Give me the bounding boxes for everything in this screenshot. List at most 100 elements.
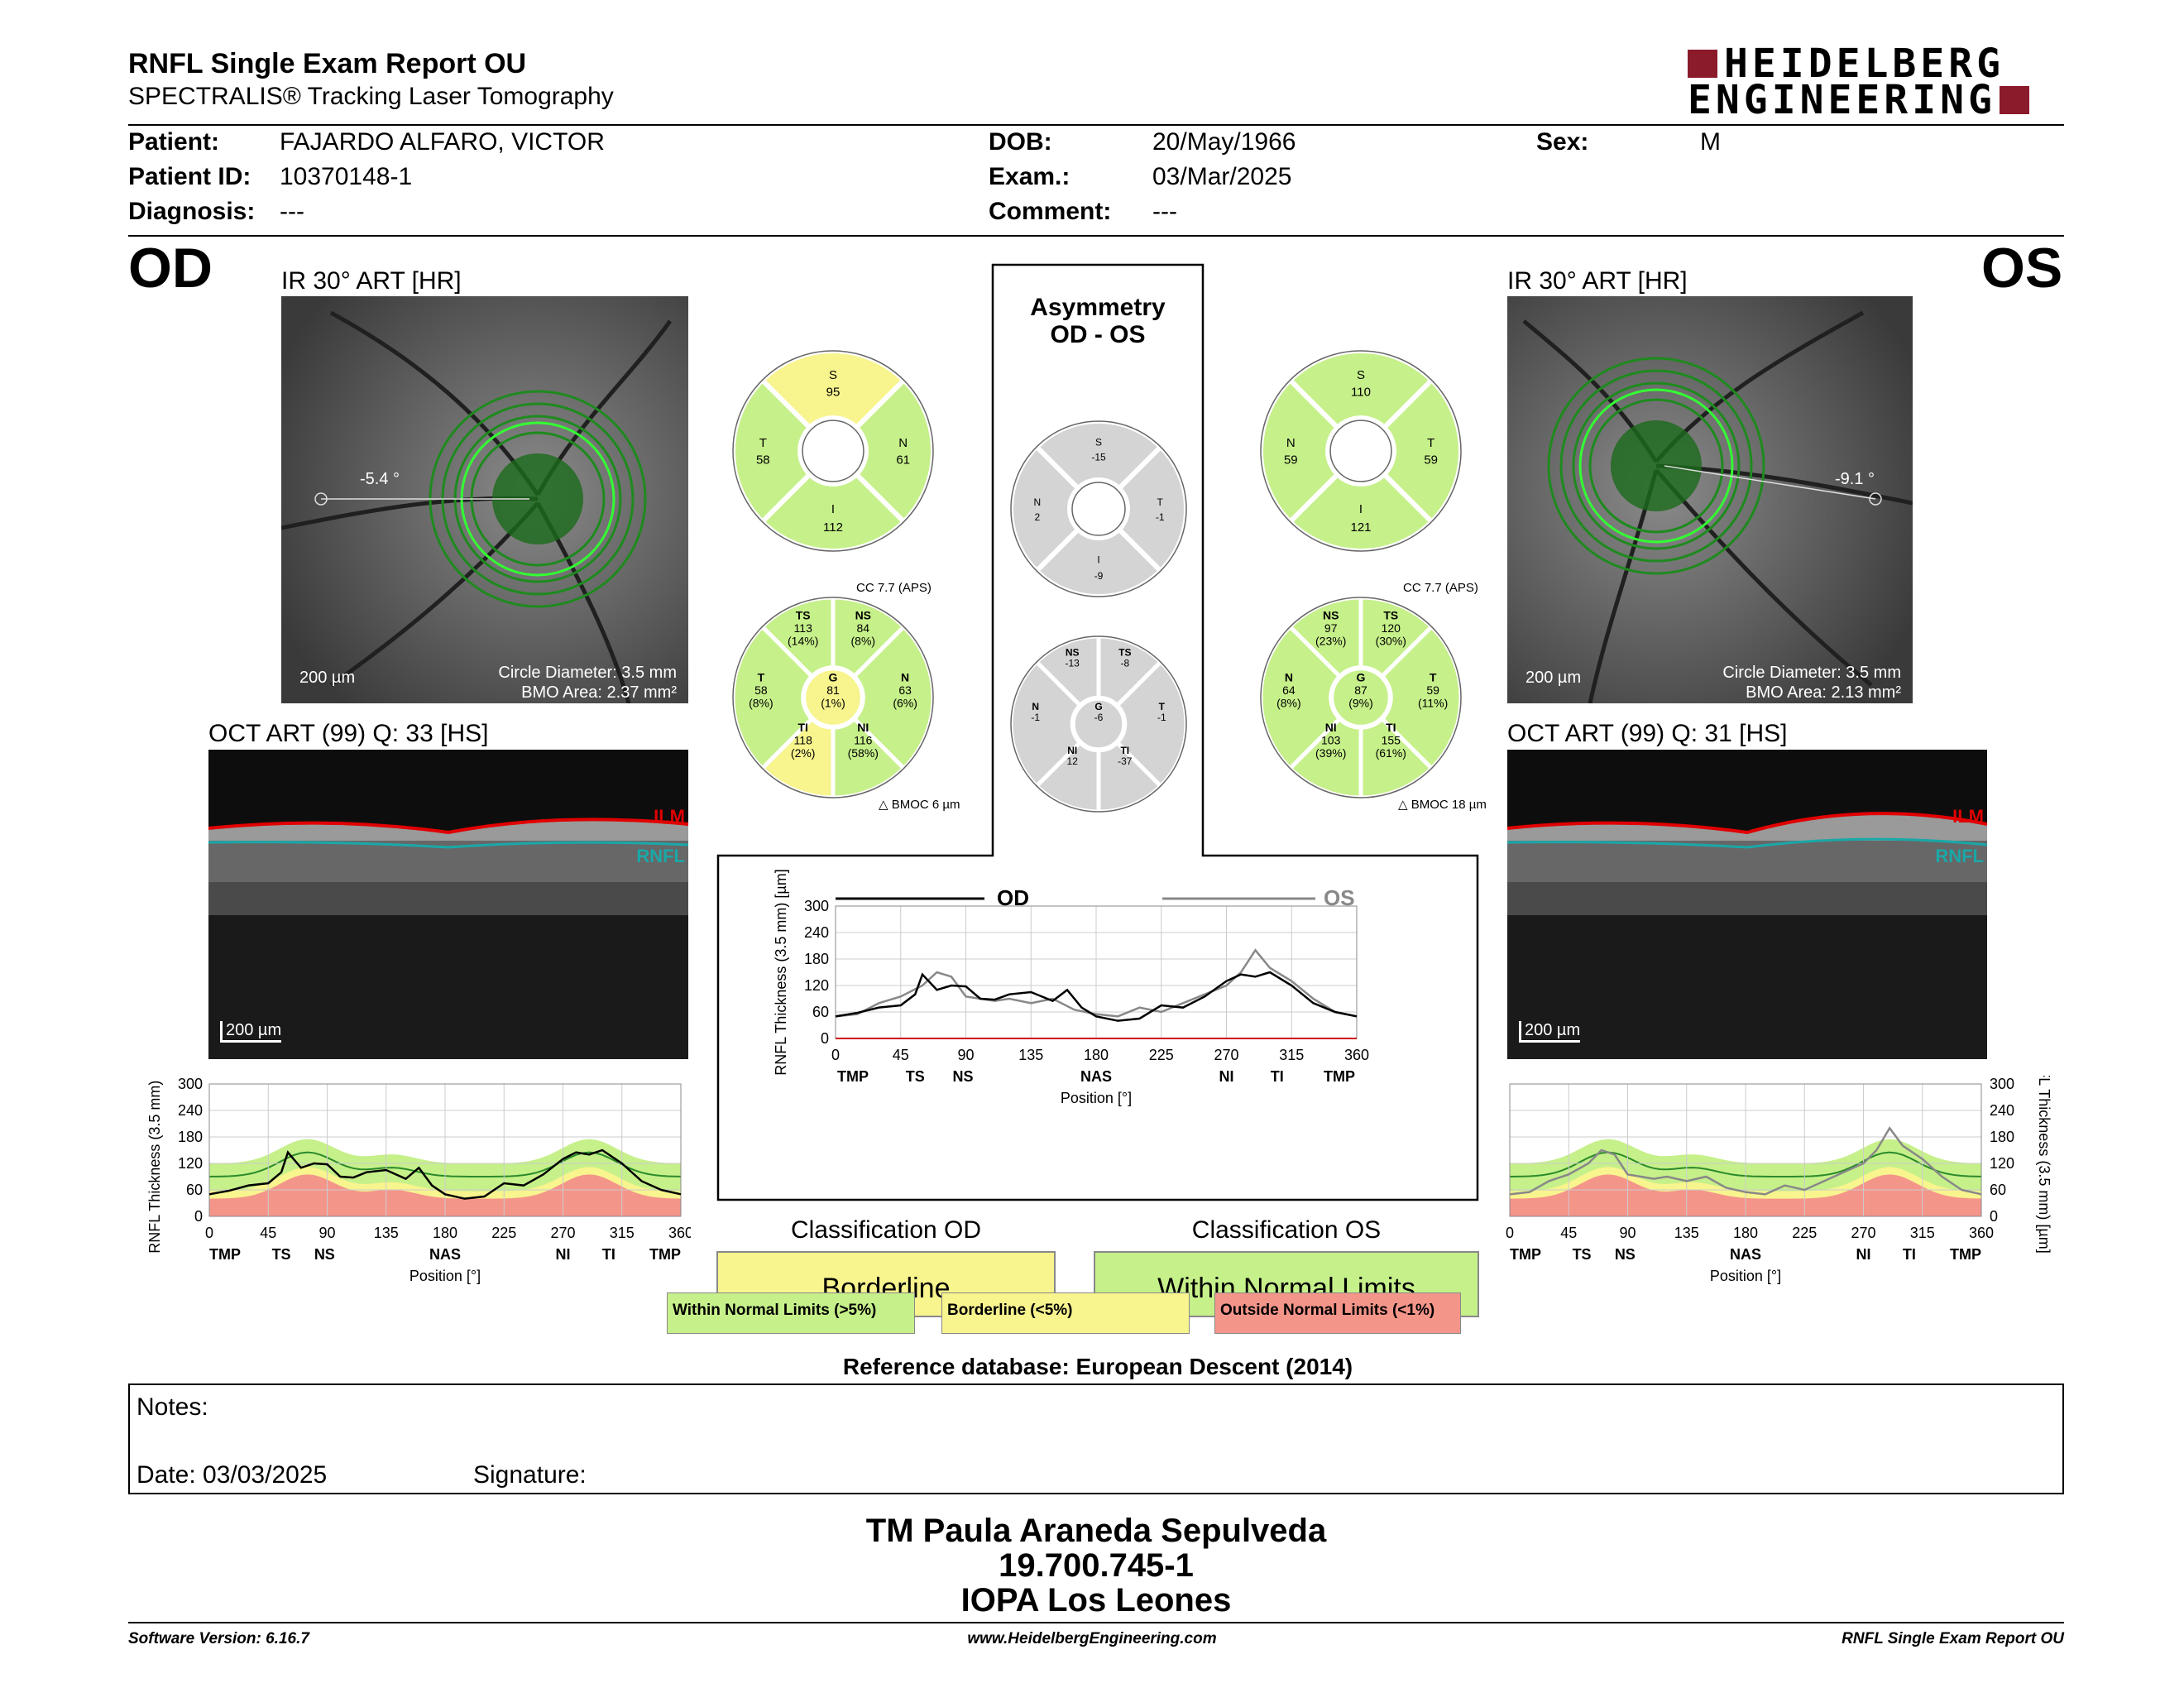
logo-line1: HEIDELBERG [1724, 41, 2004, 87]
y-tick-label: 300 [178, 1076, 203, 1092]
y-tick-label: 60 [1990, 1182, 2006, 1198]
os-ts-pct: (30%) [1376, 634, 1406, 647]
od-rnfl-label: RNFL [636, 846, 685, 866]
asym-ti-label: TI [1120, 745, 1129, 756]
os-profile-chart: 0 60 120 180 240 300 0 45 90 135 180 225 270 315 360 TM… [1502, 1047, 2056, 1316]
os-compare-line [835, 948, 1358, 1018]
y-tick-label: 0 [1990, 1208, 1998, 1225]
os-circle-diameter: Circle Diameter: 3.5 mm [1722, 664, 1901, 682]
y-tick-label: 60 [812, 1004, 829, 1020]
os-s-label: S [1357, 368, 1365, 382]
x-axis-label: Position [°] [1061, 1090, 1132, 1106]
os-ilm-label: ILM [1952, 806, 1984, 827]
sector-label: TI [1903, 1246, 1916, 1263]
x-axis-label: Position [°] [1710, 1268, 1781, 1284]
x-tick-label: 45 [260, 1225, 276, 1241]
patient-id-label: Patient ID: [128, 163, 251, 190]
notes-label: Notes: [136, 1393, 208, 1421]
os-cc-label: CC 7.7 (APS) [1403, 581, 1478, 595]
y-tick-label: 120 [178, 1155, 203, 1172]
signature-label: Signature: [473, 1461, 587, 1489]
od-bmo-area: BMO Area: 2.37 mm² [521, 683, 677, 702]
sector-label: TS [906, 1068, 925, 1085]
asym-ni-label: NI [1067, 745, 1077, 756]
od-ns-value: 84 [857, 621, 870, 635]
x-tick-label: 360 [1344, 1047, 1369, 1063]
asym-s-value: -15 [1091, 452, 1106, 463]
os-thickness-line [1509, 1126, 1982, 1196]
os-ns-label: NS [1323, 609, 1339, 622]
asym-t6-value: -1 [1157, 712, 1166, 723]
website-link[interactable]: www.HeidelbergEngineering.com [967, 1630, 1217, 1647]
od-ni-label: NI [857, 721, 869, 734]
od-s-value: 95 [826, 385, 841, 399]
legend-within-normal: Within Normal Limits (>5%) [667, 1292, 915, 1334]
signer-name: TM Paula Araneda Sepulveda [865, 1513, 1327, 1549]
sector-label: TMP [837, 1068, 869, 1085]
x-tick-label: 135 [1018, 1047, 1043, 1063]
os-i-label: I [1359, 502, 1363, 516]
od-i-label: I [831, 502, 835, 516]
x-tick-label: 225 [1792, 1225, 1817, 1241]
od-i-value: 112 [823, 520, 843, 535]
asym-n6-label: N [1032, 701, 1039, 712]
y-tick-label: 300 [1990, 1076, 2014, 1092]
sector-label: NI [1856, 1246, 1871, 1263]
y-tick-label: 60 [186, 1182, 203, 1198]
od-oct-scale: 200 µm [220, 1021, 282, 1043]
sector-label: NS [1615, 1246, 1636, 1263]
notes-box[interactable]: Notes: Date: 03/03/2025 Signature: [128, 1383, 2064, 1494]
os-t6-value: 59 [1426, 683, 1439, 697]
x-tick-label: 225 [1149, 1047, 1174, 1063]
od-g-label: G [829, 671, 838, 684]
legend-od: OD [997, 885, 1029, 910]
sex-label: Sex: [1536, 128, 1589, 156]
comment-label: Comment: [989, 198, 1112, 225]
classification-os-title: Classification OS [1191, 1216, 1382, 1244]
od-quadrant-circle: S 95 T 58 N 61 I 112 [730, 348, 936, 554]
asym-ni-value: 12 [1067, 755, 1079, 767]
legend-borderline: Borderline (<5%) [941, 1292, 1190, 1334]
od-sector-circle: TS113(14%)NS84(8%)T58(8%)N63(6%)TI118(2%… [730, 595, 936, 800]
legend-outside-normal: Outside Normal Limits (<1%) [1214, 1292, 1461, 1334]
sector-global [803, 668, 863, 727]
y-tick-label: 180 [1990, 1129, 2014, 1145]
od-g-pct: (1%) [821, 696, 845, 709]
x-tick-label: 180 [1084, 1047, 1109, 1063]
y-tick-label: 240 [1990, 1102, 2014, 1119]
asym-t-label: T [1157, 496, 1164, 508]
y-tick-label: 240 [804, 924, 829, 941]
asym-ns-value: -13 [1066, 658, 1080, 669]
os-ts-value: 120 [1382, 621, 1401, 635]
asym-ns-label: NS [1066, 646, 1080, 658]
y-tick-label: 0 [194, 1208, 203, 1225]
od-ni-value: 116 [854, 734, 873, 747]
od-n-value: 61 [896, 453, 910, 468]
asym-n-value: 2 [1034, 511, 1040, 523]
y-tick-label: 300 [804, 898, 829, 914]
asym-n6-value: -1 [1031, 712, 1040, 723]
os-n-label: N [1286, 436, 1296, 450]
comment: --- [1152, 198, 1177, 225]
asymmetry-subtitle: OD - OS [1050, 321, 1146, 348]
report-subtitle: SPECTRALIS® Tracking Laser Tomography [128, 83, 614, 110]
asymmetry-title: Asymmetry [1030, 294, 1166, 321]
os-ni-pct: (39%) [1315, 746, 1346, 760]
od-ti-pct: (2%) [791, 746, 816, 760]
software-version: Software Version: 6.16.7 [128, 1630, 309, 1647]
od-bmoc-value: BMOC 6 µm [891, 798, 960, 812]
y-tick-label: 120 [804, 977, 829, 994]
os-rnfl-label: RNFL [1935, 846, 1984, 866]
asym-i-label: I [1097, 554, 1099, 566]
footer-report-name: RNFL Single Exam Report OU [1842, 1630, 2064, 1647]
os-n-value: 59 [1284, 453, 1298, 468]
od-n6-value: 63 [898, 683, 912, 697]
os-bmo-area: BMO Area: 2.13 mm² [1746, 683, 1901, 702]
x-tick-label: 360 [668, 1225, 691, 1241]
asym-s-label: S [1095, 437, 1102, 448]
od-ir-title: IR 30° ART [HR] [281, 267, 462, 295]
dob: 20/May/1966 [1152, 128, 1296, 156]
sector-label: NS [314, 1246, 335, 1263]
os-ti-pct: (61%) [1376, 746, 1406, 760]
asym-t-value: -1 [1156, 511, 1165, 523]
